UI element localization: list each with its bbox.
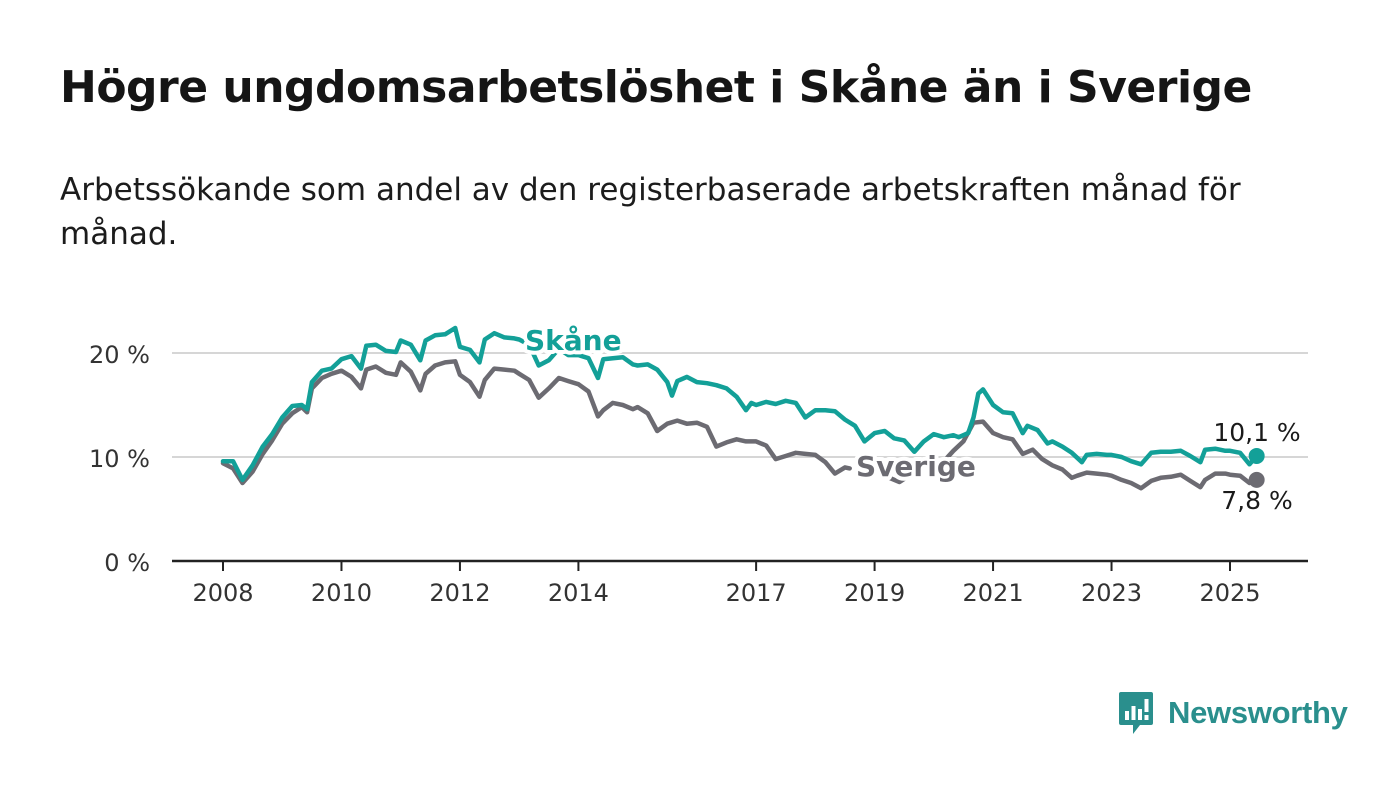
- x-tick-label: 2025: [1199, 579, 1260, 607]
- series-labels: Skåne Sverige 10,1 % 7,8 %: [521, 320, 1304, 518]
- x-tick-label: 2008: [192, 579, 253, 607]
- series-lines: [220, 325, 1265, 491]
- end-value-label-sverige: 7,8 %: [1221, 486, 1292, 515]
- x-tick-label: 2023: [1081, 579, 1142, 607]
- page-title: Högre ungdomsarbetslöshet i Skåne än i S…: [60, 62, 1252, 113]
- x-tick-label: 2019: [844, 579, 905, 607]
- end-marker-skane: [1248, 447, 1265, 464]
- end-marker-sverige: [1248, 471, 1265, 488]
- x-tick-label: 2021: [963, 579, 1024, 607]
- series-line-sverige: [931, 419, 1259, 491]
- series-label-skane: Skåne: [525, 324, 622, 357]
- page-subtitle: Arbetssökande som andel av den registerb…: [60, 172, 1241, 252]
- series-label-sverige: Sverige: [856, 450, 976, 483]
- y-tick-label: 0 %: [104, 549, 150, 577]
- series-line-sverige: [887, 473, 912, 485]
- newsworthy-logo: Newsworthy: [1118, 690, 1348, 736]
- x-tick-label: 2012: [429, 579, 490, 607]
- brand-name: Newsworthy: [1168, 695, 1348, 730]
- bar-chart-speech-bubble-icon: [1119, 692, 1153, 734]
- y-tick-label: 20 %: [89, 341, 150, 369]
- axes: 0 % 10 % 20 % 2008 2010 2012 2014 2017 2019 2021 2…: [89, 341, 1308, 607]
- y-tick-label: 10 %: [89, 445, 150, 473]
- end-value-label-skane: 10,1 %: [1213, 418, 1300, 447]
- x-tick-label: 2017: [726, 579, 787, 607]
- series-line-skane: [220, 325, 1259, 483]
- x-tick-label: 2010: [311, 579, 372, 607]
- x-tick-label: 2014: [548, 579, 609, 607]
- series-line-sverige: [220, 359, 852, 486]
